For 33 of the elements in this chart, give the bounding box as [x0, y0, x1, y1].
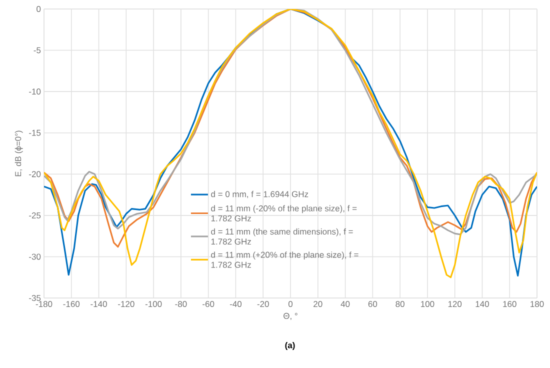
y-tick-label: -35 — [29, 294, 41, 302]
y-tick-label: -30 — [29, 254, 41, 260]
x-tick-label: 120 — [448, 301, 462, 308]
x-tick-label: -140 — [90, 301, 107, 308]
y-tick-label: -20 — [29, 171, 41, 178]
y-tick-label: -10 — [29, 88, 41, 95]
y-tick-label: 0 — [36, 6, 41, 12]
y-tick-label: -5 — [34, 47, 41, 54]
x-tick-label: -120 — [118, 301, 134, 308]
x-tick-label: 160 — [503, 301, 516, 308]
x-tick-label: 180 — [530, 301, 544, 308]
x-tick-label: 40 — [340, 301, 350, 308]
x-tick-label: -100 — [145, 301, 162, 308]
x-tick-label: -80 — [175, 301, 187, 308]
y-tick-label: -15 — [29, 130, 41, 136]
x-tick-label: 20 — [314, 301, 322, 308]
x-tick-label: -40 — [230, 301, 242, 308]
x-tick-label: 60 — [368, 301, 378, 308]
x-axis-title: Θ, ° — [284, 312, 298, 320]
legend-label: d = 0 mm, f = 1.6944 GHz — [211, 190, 308, 198]
x-tick-label: -60 — [202, 301, 214, 308]
legend-label: d = 11 mm (-20% of the plane size), f = 1.782 GHz — [211, 205, 357, 222]
x-tick-label: 140 — [476, 301, 489, 308]
x-tick-label: 80 — [396, 301, 404, 308]
x-tick-label: -160 — [63, 301, 80, 308]
x-tick-label: -20 — [257, 301, 269, 308]
legend-label: d = 11 mm (+20% of the plane size), f = 1.782 GHz — [211, 252, 358, 268]
x-tick-label: -180 — [36, 301, 52, 308]
y-axis-title: E, dB (ϕ=0°) — [14, 130, 23, 176]
text: (a) — [285, 342, 295, 350]
x-tick-label: 100 — [420, 301, 434, 308]
y-tick-label: -25 — [29, 212, 41, 218]
x-tick-label: 0 — [288, 301, 293, 308]
